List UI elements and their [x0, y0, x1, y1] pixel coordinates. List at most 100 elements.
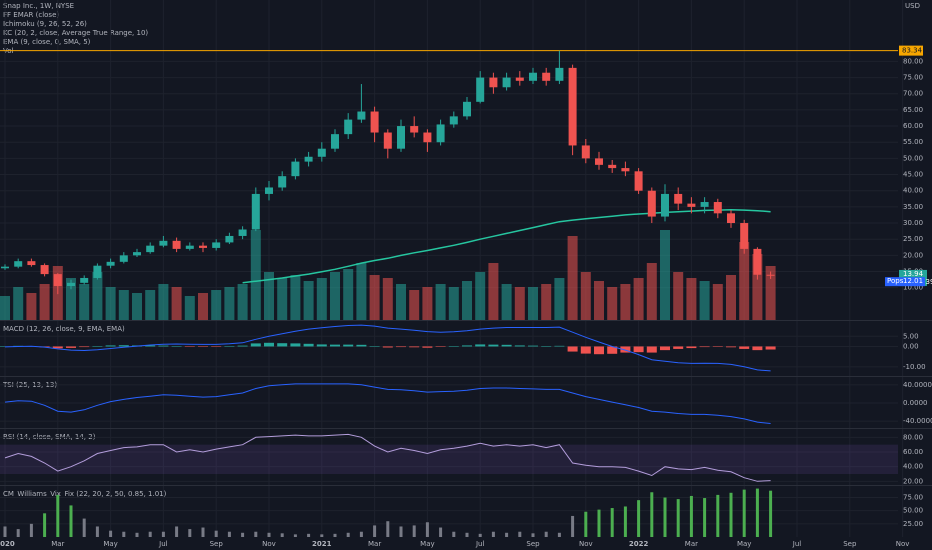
macd-histogram-bar: [475, 344, 486, 347]
candle-body: [397, 126, 405, 149]
volume-bar: [726, 275, 736, 320]
volume-bar: [211, 290, 222, 320]
macd-histogram-bar: [171, 346, 182, 347]
x-tick-label: May: [420, 540, 434, 548]
volume-bar: [541, 284, 552, 320]
macd-histogram-bar: [356, 344, 367, 347]
macd-histogram-bar: [554, 345, 565, 347]
volume-bar: [118, 290, 129, 320]
candle-body: [133, 252, 141, 256]
macd-histogram-bar: [462, 345, 472, 347]
candle-body: [621, 168, 630, 172]
candle-body: [212, 242, 221, 248]
volume-bar: [330, 272, 340, 320]
macd-histogram-bar: [448, 346, 459, 347]
volume-bar: [501, 284, 512, 320]
macd-histogram-bar: [620, 346, 631, 353]
volume-bar: [554, 278, 565, 320]
price-line-label: 83.34: [902, 47, 923, 55]
candle-body: [529, 72, 537, 81]
macd-histogram-bar: [303, 343, 314, 347]
x-tick-label: Jul: [158, 540, 168, 548]
macd-histogram-bar: [752, 346, 763, 351]
vix-bar: [346, 532, 350, 537]
candle-body: [67, 282, 75, 287]
volume-bar: [66, 278, 76, 320]
volume-bar: [290, 275, 301, 320]
macd-histogram-bar: [633, 346, 644, 353]
candle-body: [727, 213, 735, 224]
vix-bar: [293, 534, 297, 537]
candle-body: [463, 101, 471, 117]
macd-histogram-bar: [673, 346, 684, 349]
candle-body: [674, 193, 683, 204]
indicator-line: [4, 324, 771, 372]
vix-bar: [663, 497, 667, 537]
vix-bar: [716, 494, 720, 537]
volume-bar: [646, 263, 657, 320]
rsi-band: [0, 444, 898, 474]
y-tick-label: 25.00: [903, 235, 923, 243]
vix-bar: [491, 531, 495, 537]
vix-bar: [227, 531, 231, 537]
macd-histogram-bar: [686, 346, 697, 349]
x-tick-label: Nov: [896, 540, 910, 548]
macd-histogram-bar: [184, 346, 195, 347]
vix-bar: [43, 513, 47, 537]
vix-bar: [56, 494, 60, 537]
volume-bar: [198, 293, 208, 320]
candle-body: [766, 274, 775, 276]
candle-body: [159, 240, 168, 246]
y-tick-label: 35.00: [903, 203, 923, 211]
candle-body: [595, 158, 603, 165]
candle-body: [331, 134, 339, 149]
volume-bar: [158, 284, 169, 320]
ema-line: [242, 209, 771, 284]
macd-histogram-bar: [409, 346, 420, 348]
macd-histogram-bar: [330, 344, 340, 347]
macd-histogram-bar: [567, 346, 578, 352]
volume-bar: [528, 287, 538, 320]
y-tick-label: -10.00: [903, 363, 926, 371]
volume-bar: [752, 254, 763, 320]
y-tick-label: 40.00: [903, 187, 923, 195]
volume-bar: [620, 284, 631, 320]
candle-body: [423, 132, 432, 143]
vix-bar: [16, 529, 20, 537]
volume-bar: [396, 284, 406, 320]
pops-value: 12.01: [903, 277, 923, 285]
vix-bar: [161, 531, 165, 537]
vix-bar: [307, 533, 311, 537]
candle-body: [291, 161, 300, 177]
volume-bar: [171, 287, 182, 320]
x-tick-label: Sep: [526, 540, 540, 548]
vix-bar: [359, 531, 363, 537]
candle-body: [185, 245, 194, 249]
volume-bar: [739, 242, 750, 320]
vix-bar: [412, 525, 416, 537]
candle-body: [106, 261, 115, 266]
candle-body: [370, 111, 379, 133]
x-tick-label: May: [737, 540, 751, 548]
y-tick-label: 50.00: [903, 154, 923, 162]
candle-body: [383, 132, 392, 149]
vix-bar: [769, 490, 773, 537]
macd-histogram-bar: [580, 346, 591, 354]
macd-histogram-bar: [382, 346, 393, 348]
candle-body: [753, 248, 762, 275]
last-price-label: 13.94: [903, 270, 924, 278]
volume-bar: [224, 287, 235, 320]
candle-body: [661, 193, 669, 217]
candle-body: [80, 277, 89, 283]
volume-bar: [0, 296, 10, 320]
candle-body: [700, 202, 709, 207]
y-tick-label: -40.0000: [903, 417, 932, 425]
y-tick-label: 80.00: [903, 433, 923, 441]
volume-bar: [237, 284, 248, 320]
vix-bar: [175, 526, 179, 537]
vix-bar: [610, 508, 614, 537]
candle-body: [357, 111, 366, 120]
macd-histogram-bar: [118, 345, 129, 347]
y-tick-label: 0.0000: [903, 399, 928, 407]
